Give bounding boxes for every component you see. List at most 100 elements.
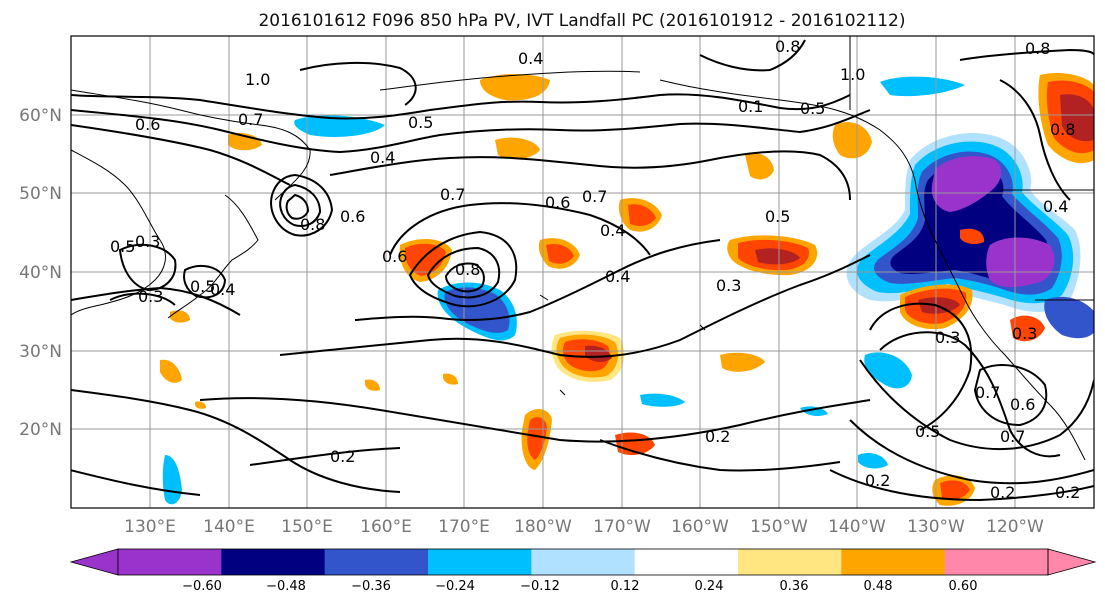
lat-label-20n: 20°N xyxy=(19,420,62,440)
colorbar-segment xyxy=(531,549,636,575)
colorbar-extend-min xyxy=(69,548,119,576)
contour-label: 0.5 xyxy=(190,277,215,296)
pv-shading xyxy=(160,73,1094,506)
lon-label: 180°W xyxy=(514,517,572,537)
contour-label: 0.8 xyxy=(455,260,480,279)
colorbar-tick-label: −0.48 xyxy=(266,579,306,594)
lat-label-50n: 50°N xyxy=(19,184,62,204)
contour-label: 0.4 xyxy=(600,221,625,240)
arctic-coast xyxy=(379,70,641,91)
colorbar-tick-label: 0.24 xyxy=(695,579,724,594)
colorbar-extend-max xyxy=(1047,548,1097,576)
islands xyxy=(539,294,706,396)
pv-neg-blob-alaska-north xyxy=(880,76,965,97)
contour-label: 0.8 xyxy=(775,37,800,56)
contour-label: 0.5 xyxy=(765,207,790,226)
lat-label-40n: 40°N xyxy=(19,263,62,283)
colorbar-ticks: −0.60 −0.48 −0.36 −0.24 −0.12 0.12 0.24 … xyxy=(182,579,977,594)
pv-neg-blob-mexico xyxy=(1044,296,1094,339)
contour-9 xyxy=(71,389,401,493)
colorbar-tick-label: −0.12 xyxy=(520,579,560,594)
contour-10 xyxy=(869,302,973,431)
map-content: 0.4 0.8 0.8 1.0 1.0 0.6 0.7 0.5 0.4 0.5 … xyxy=(71,36,1094,508)
lat-labels: 60°N 50°N 40°N 30°N 20°N xyxy=(19,106,62,440)
colorbar-tick-label: −0.60 xyxy=(182,579,222,594)
contour-label: 0.2 xyxy=(865,471,890,490)
colorbar-segment xyxy=(944,549,1049,575)
contour-label: 0.3 xyxy=(716,276,741,295)
contour-label: 0.3 xyxy=(138,287,163,306)
contour-label: 0.7 xyxy=(582,187,607,206)
contour-label: 0.2 xyxy=(1055,483,1080,502)
contour-15 xyxy=(829,469,1094,502)
contour-8 xyxy=(199,397,871,443)
contour-low-5 xyxy=(426,246,501,299)
contour-1 xyxy=(71,93,851,120)
contour-6 xyxy=(354,239,721,321)
pv-pos-blob-tiny3 xyxy=(195,401,206,409)
pv-pos-blob-tiny2 xyxy=(443,373,458,385)
colorbar-tick-label: −0.36 xyxy=(351,579,391,594)
lon-label: 150°E xyxy=(281,517,333,537)
contour-label: 0.2 xyxy=(330,447,355,466)
colorbar-segment xyxy=(118,549,222,575)
lon-label: 140°W xyxy=(828,517,886,537)
contour-25 xyxy=(699,39,806,72)
colorbar-segment xyxy=(841,549,946,575)
pv-pos-blob-alaska xyxy=(832,122,872,159)
contour-low-4 xyxy=(408,230,518,308)
colorbar-segment xyxy=(221,549,326,575)
lon-label: 130°W xyxy=(907,517,965,537)
figure-title: 2016101612 F096 850 hPa PV, IVT Landfall… xyxy=(258,11,905,31)
colorbar-tick-label: 0.12 xyxy=(611,579,640,594)
pv-neg-core-alaska xyxy=(931,156,1002,212)
asia-coast xyxy=(71,149,166,316)
contour-label: 0.7 xyxy=(1000,427,1025,446)
lon-label: 170°W xyxy=(593,517,651,537)
contour-label: 0.7 xyxy=(440,185,465,204)
colorbar-segment xyxy=(634,549,739,575)
contour-label: 0.5 xyxy=(408,113,433,132)
contour-23 xyxy=(71,469,201,496)
contour-3 xyxy=(71,124,291,186)
lon-label: 130°E xyxy=(124,517,176,537)
colorbar-tick-label: 0.36 xyxy=(780,579,809,594)
contour-label: 1.0 xyxy=(245,70,270,89)
pv-neg-core-pnw xyxy=(986,237,1055,287)
pv-neg-blob-midpac-inner xyxy=(444,287,510,333)
pv-pos-blob-175w-red xyxy=(628,204,656,226)
contour-16 xyxy=(599,439,841,472)
contour-12 xyxy=(859,359,1094,450)
contour-label: 0.6 xyxy=(545,193,570,212)
contour-label: 0.5 xyxy=(915,422,940,441)
contour-2 xyxy=(71,109,871,154)
contour-7 xyxy=(279,254,871,358)
lon-label: 170°E xyxy=(438,517,490,537)
contour-label: 0.2 xyxy=(990,483,1015,502)
contour-labels: 0.4 0.8 0.8 1.0 1.0 0.6 0.7 0.5 0.4 0.5 … xyxy=(110,37,1080,502)
pv-pos-blob-se-red xyxy=(940,480,970,500)
contour-label: 0.3 xyxy=(1012,324,1037,343)
contour-low-2 xyxy=(279,183,322,227)
colorbar-tick-label: 0.48 xyxy=(864,579,893,594)
contour-24 xyxy=(249,447,401,466)
pv-pos-blob-wpac xyxy=(160,359,182,383)
siberia-coast xyxy=(71,89,311,201)
contour-label: 0.6 xyxy=(1010,395,1035,414)
pv-neg-blob-hawaii xyxy=(640,393,685,407)
contour-11 xyxy=(879,331,1061,458)
colorbar: −0.60 −0.48 −0.36 −0.24 −0.12 0.12 0.24 … xyxy=(69,548,1097,594)
contour-19 xyxy=(183,264,227,299)
lon-label: 160°E xyxy=(360,517,412,537)
japan-coast xyxy=(167,194,259,319)
contour-label: 0.7 xyxy=(975,383,1000,402)
contour-label: 1.0 xyxy=(840,65,865,84)
contour-22 xyxy=(999,79,1071,201)
colorbar-segment xyxy=(428,549,532,575)
na-coast xyxy=(659,79,1086,461)
contour-label: 0.6 xyxy=(382,247,407,266)
contour-low-6 xyxy=(444,262,485,293)
colorbar-segment xyxy=(324,549,429,575)
contour-21 xyxy=(959,48,1094,61)
